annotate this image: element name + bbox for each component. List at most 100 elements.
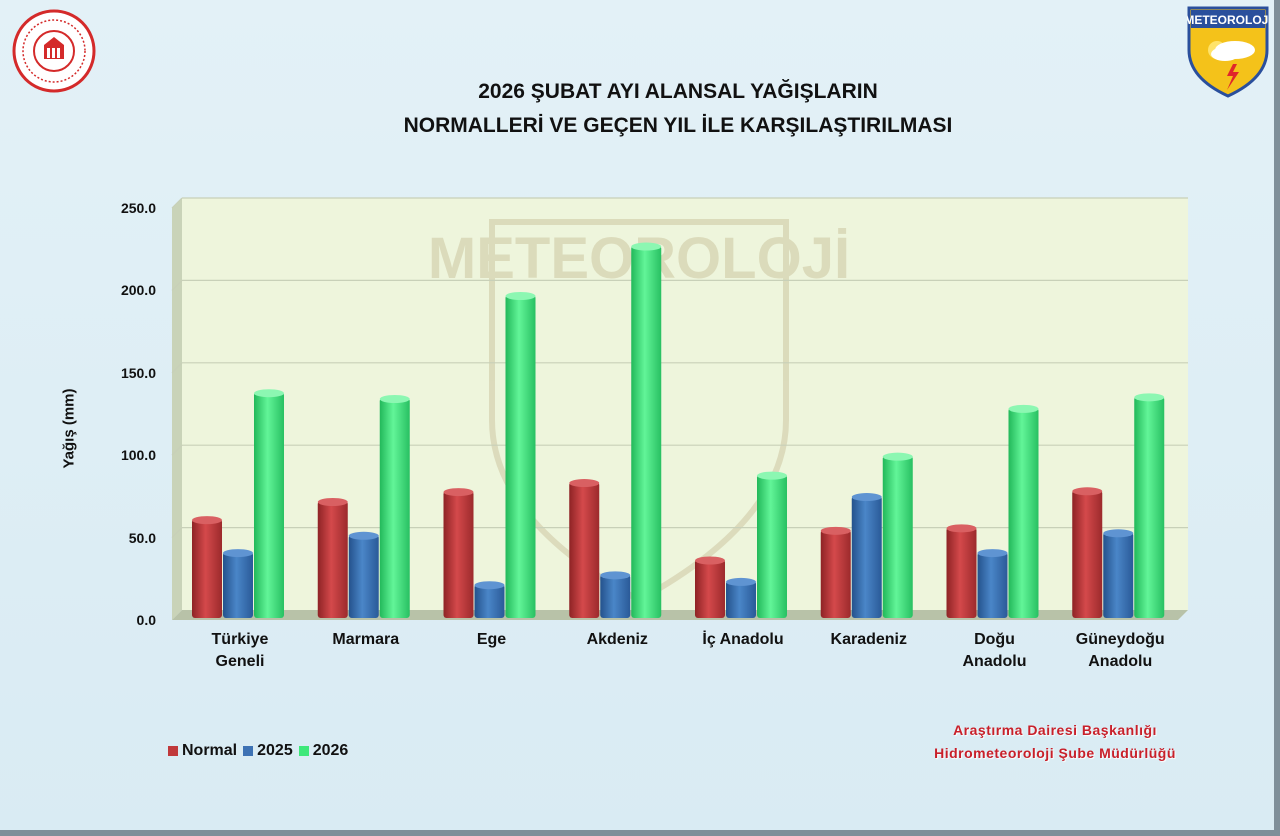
bar-top (1134, 393, 1165, 402)
bar-top (600, 571, 631, 580)
bar-body (600, 574, 631, 618)
bar-body (569, 482, 600, 618)
bar-normal-4 (695, 556, 725, 618)
bar-2026-6 (1008, 404, 1039, 618)
bar-top (223, 549, 253, 558)
bar-top (882, 452, 913, 461)
bar-top (695, 556, 725, 565)
bar-top (443, 488, 474, 497)
bar-2025-5 (851, 493, 882, 618)
x-category-label: İç Anadolu (678, 629, 808, 651)
bar-top (192, 516, 222, 525)
x-category-label: Karadeniz (804, 629, 934, 651)
legend-label: Normal (182, 742, 238, 759)
bar-normal-1 (317, 497, 348, 618)
bar-body (1072, 490, 1103, 618)
bar-top (474, 581, 505, 590)
bar-normal-2 (443, 488, 474, 618)
x-category-label: Güneydoğu Anadolu (1055, 629, 1185, 673)
bar-body (631, 245, 662, 618)
plot-side-wall (172, 198, 182, 620)
y-tick-label: 100.0 (120, 447, 156, 464)
bar-body (505, 294, 536, 618)
bar-body (1103, 532, 1134, 618)
x-category-label-line: Güneydoğu (1075, 631, 1165, 648)
bar-2026-1 (379, 394, 410, 618)
bar-normal-6 (946, 524, 977, 618)
plot-floor (172, 610, 1188, 620)
x-category-label-line: Karadeniz (830, 631, 907, 648)
meteoroloji-logo: METEOROLOJİ (1187, 6, 1269, 98)
bar-2025-1 (348, 531, 379, 618)
y-tick-label: 200.0 (120, 282, 156, 299)
bar-2025-7 (1103, 529, 1134, 618)
x-category-label-line: Marmara (332, 631, 400, 648)
gridline-side (171, 279, 183, 291)
y-tick-label: 50.0 (128, 529, 156, 546)
bar-body (379, 397, 410, 618)
bar-body (348, 534, 379, 618)
bar-body (695, 559, 725, 618)
bar-body (443, 491, 474, 618)
bar-2025-2 (474, 581, 505, 618)
bar-body (1134, 396, 1165, 618)
chart-title-line-2: NORMALLERİ VE GEÇEN YIL İLE KARŞILAŞTIRI… (403, 114, 953, 137)
bar-2026-7 (1134, 393, 1165, 618)
bar-normal-0 (192, 516, 222, 618)
legend-label: 2025 (257, 742, 293, 759)
x-category-label: Akdeniz (552, 629, 682, 651)
bar-top (569, 479, 600, 488)
legend-item-normal: Normal (168, 742, 237, 760)
bar-top (379, 394, 410, 403)
legend-swatch (298, 746, 309, 756)
bar-body (851, 496, 882, 618)
y-tick-label: 0.0 (136, 612, 156, 628)
gridlines (171, 197, 1188, 539)
legend-swatch (168, 746, 178, 756)
bar-normal-5 (820, 526, 851, 618)
bar-body (946, 527, 977, 618)
x-category-label: Marmara (301, 629, 431, 651)
gridline-side (171, 444, 183, 456)
bar-2026-2 (505, 291, 536, 618)
x-category-label-line: Geneli (215, 653, 265, 670)
bar-top (977, 549, 1008, 558)
x-category-label-line: Akdeniz (586, 631, 648, 648)
bar-top (505, 291, 536, 300)
bar-2025-6 (977, 549, 1008, 618)
bar-top (254, 389, 284, 398)
x-category-label: Ege (427, 629, 557, 651)
bar-2026-5 (882, 452, 913, 618)
bar-body (1008, 407, 1039, 618)
government-seal-logo (12, 9, 96, 93)
bar-body (820, 529, 851, 618)
x-category-label-line: Anadolu (1088, 653, 1153, 670)
bar-top (348, 531, 379, 540)
bar-body (254, 392, 284, 618)
chart-title-line-1: 2026 ŞUBAT AYI ALANSAL YAĞIŞLARIN (478, 80, 878, 103)
bar-2025-4 (726, 577, 756, 618)
bar-body (223, 552, 253, 618)
x-category-label-line: Doğu (974, 631, 1015, 648)
credit-line-1: Araştırma Dairesi Başkanlığı (953, 722, 1157, 738)
bar-body (882, 455, 913, 618)
x-category-label-line: Türkiye (211, 631, 269, 648)
bar-normal-7 (1072, 487, 1103, 618)
bar-top (820, 526, 851, 535)
bar-top (946, 524, 977, 533)
bar-top (1103, 529, 1134, 538)
bar-top (851, 493, 882, 502)
gridline-side (171, 197, 183, 209)
bar-body (757, 474, 787, 618)
bar-top (631, 242, 662, 251)
bar-2026-4 (757, 471, 787, 618)
y-tick-label: 250.0 (120, 200, 156, 216)
bar-2026-0 (254, 389, 284, 618)
x-category-label-line: Anadolu (962, 653, 1027, 670)
bars-group (192, 242, 1165, 618)
legend-item-2025: 2025 (243, 742, 293, 760)
legend-item-2026: 2026 (298, 742, 348, 760)
bar-2025-3 (600, 571, 631, 618)
bar-body (474, 584, 505, 618)
